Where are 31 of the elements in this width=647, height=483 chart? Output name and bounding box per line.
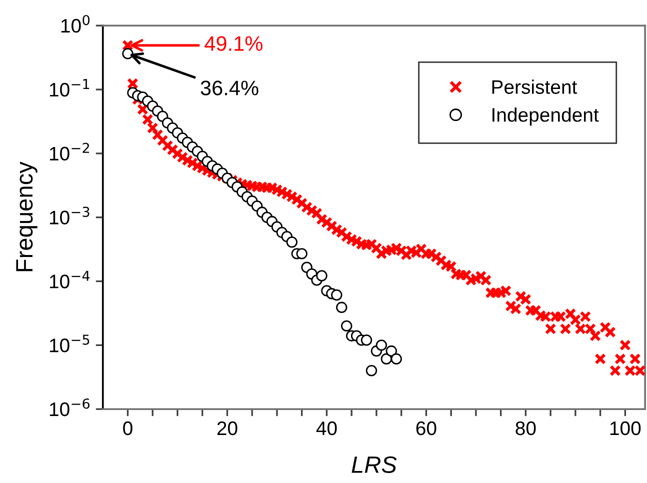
x-tick-label: 100 bbox=[610, 421, 641, 436]
point bbox=[286, 236, 298, 248]
x-axis-title: LRS bbox=[352, 456, 397, 474]
y-tick-label: 10$^{0}$ bbox=[61, 14, 90, 33]
point bbox=[336, 302, 348, 314]
point bbox=[376, 340, 388, 351]
x-tick-label: 80 bbox=[516, 421, 536, 436]
y-tick-label: 10$^{−4}$ bbox=[50, 270, 90, 288]
y-tick-label: 10$^{−5}$ bbox=[50, 334, 90, 352]
y-tick-label: 10$^{−2}$ bbox=[50, 142, 89, 161]
x-tick-label: 20 bbox=[217, 421, 238, 436]
y-axis-title: Frequency bbox=[16, 162, 38, 272]
y-tick-label: 10$^{−1}$ bbox=[50, 79, 90, 97]
x-tick-label: 40 bbox=[316, 421, 337, 436]
point bbox=[316, 270, 328, 282]
point bbox=[122, 48, 134, 60]
x-tick-label: 60 bbox=[416, 421, 436, 436]
point bbox=[386, 345, 397, 357]
point bbox=[341, 320, 352, 332]
point bbox=[366, 365, 378, 376]
annotation: 49.1% bbox=[204, 36, 262, 51]
point bbox=[331, 289, 342, 301]
legend-label: Persistent bbox=[492, 80, 578, 94]
legend-label: Independent bbox=[492, 108, 599, 126]
y-tick-label: 10$^{−6}$ bbox=[50, 398, 90, 416]
point bbox=[296, 248, 308, 260]
point bbox=[360, 334, 372, 346]
point bbox=[390, 353, 402, 365]
y-tick-label: 10$^{−3}$ bbox=[50, 206, 90, 224]
annotation: 36.4% bbox=[200, 80, 258, 96]
x-tick-label: 0 bbox=[123, 421, 132, 436]
